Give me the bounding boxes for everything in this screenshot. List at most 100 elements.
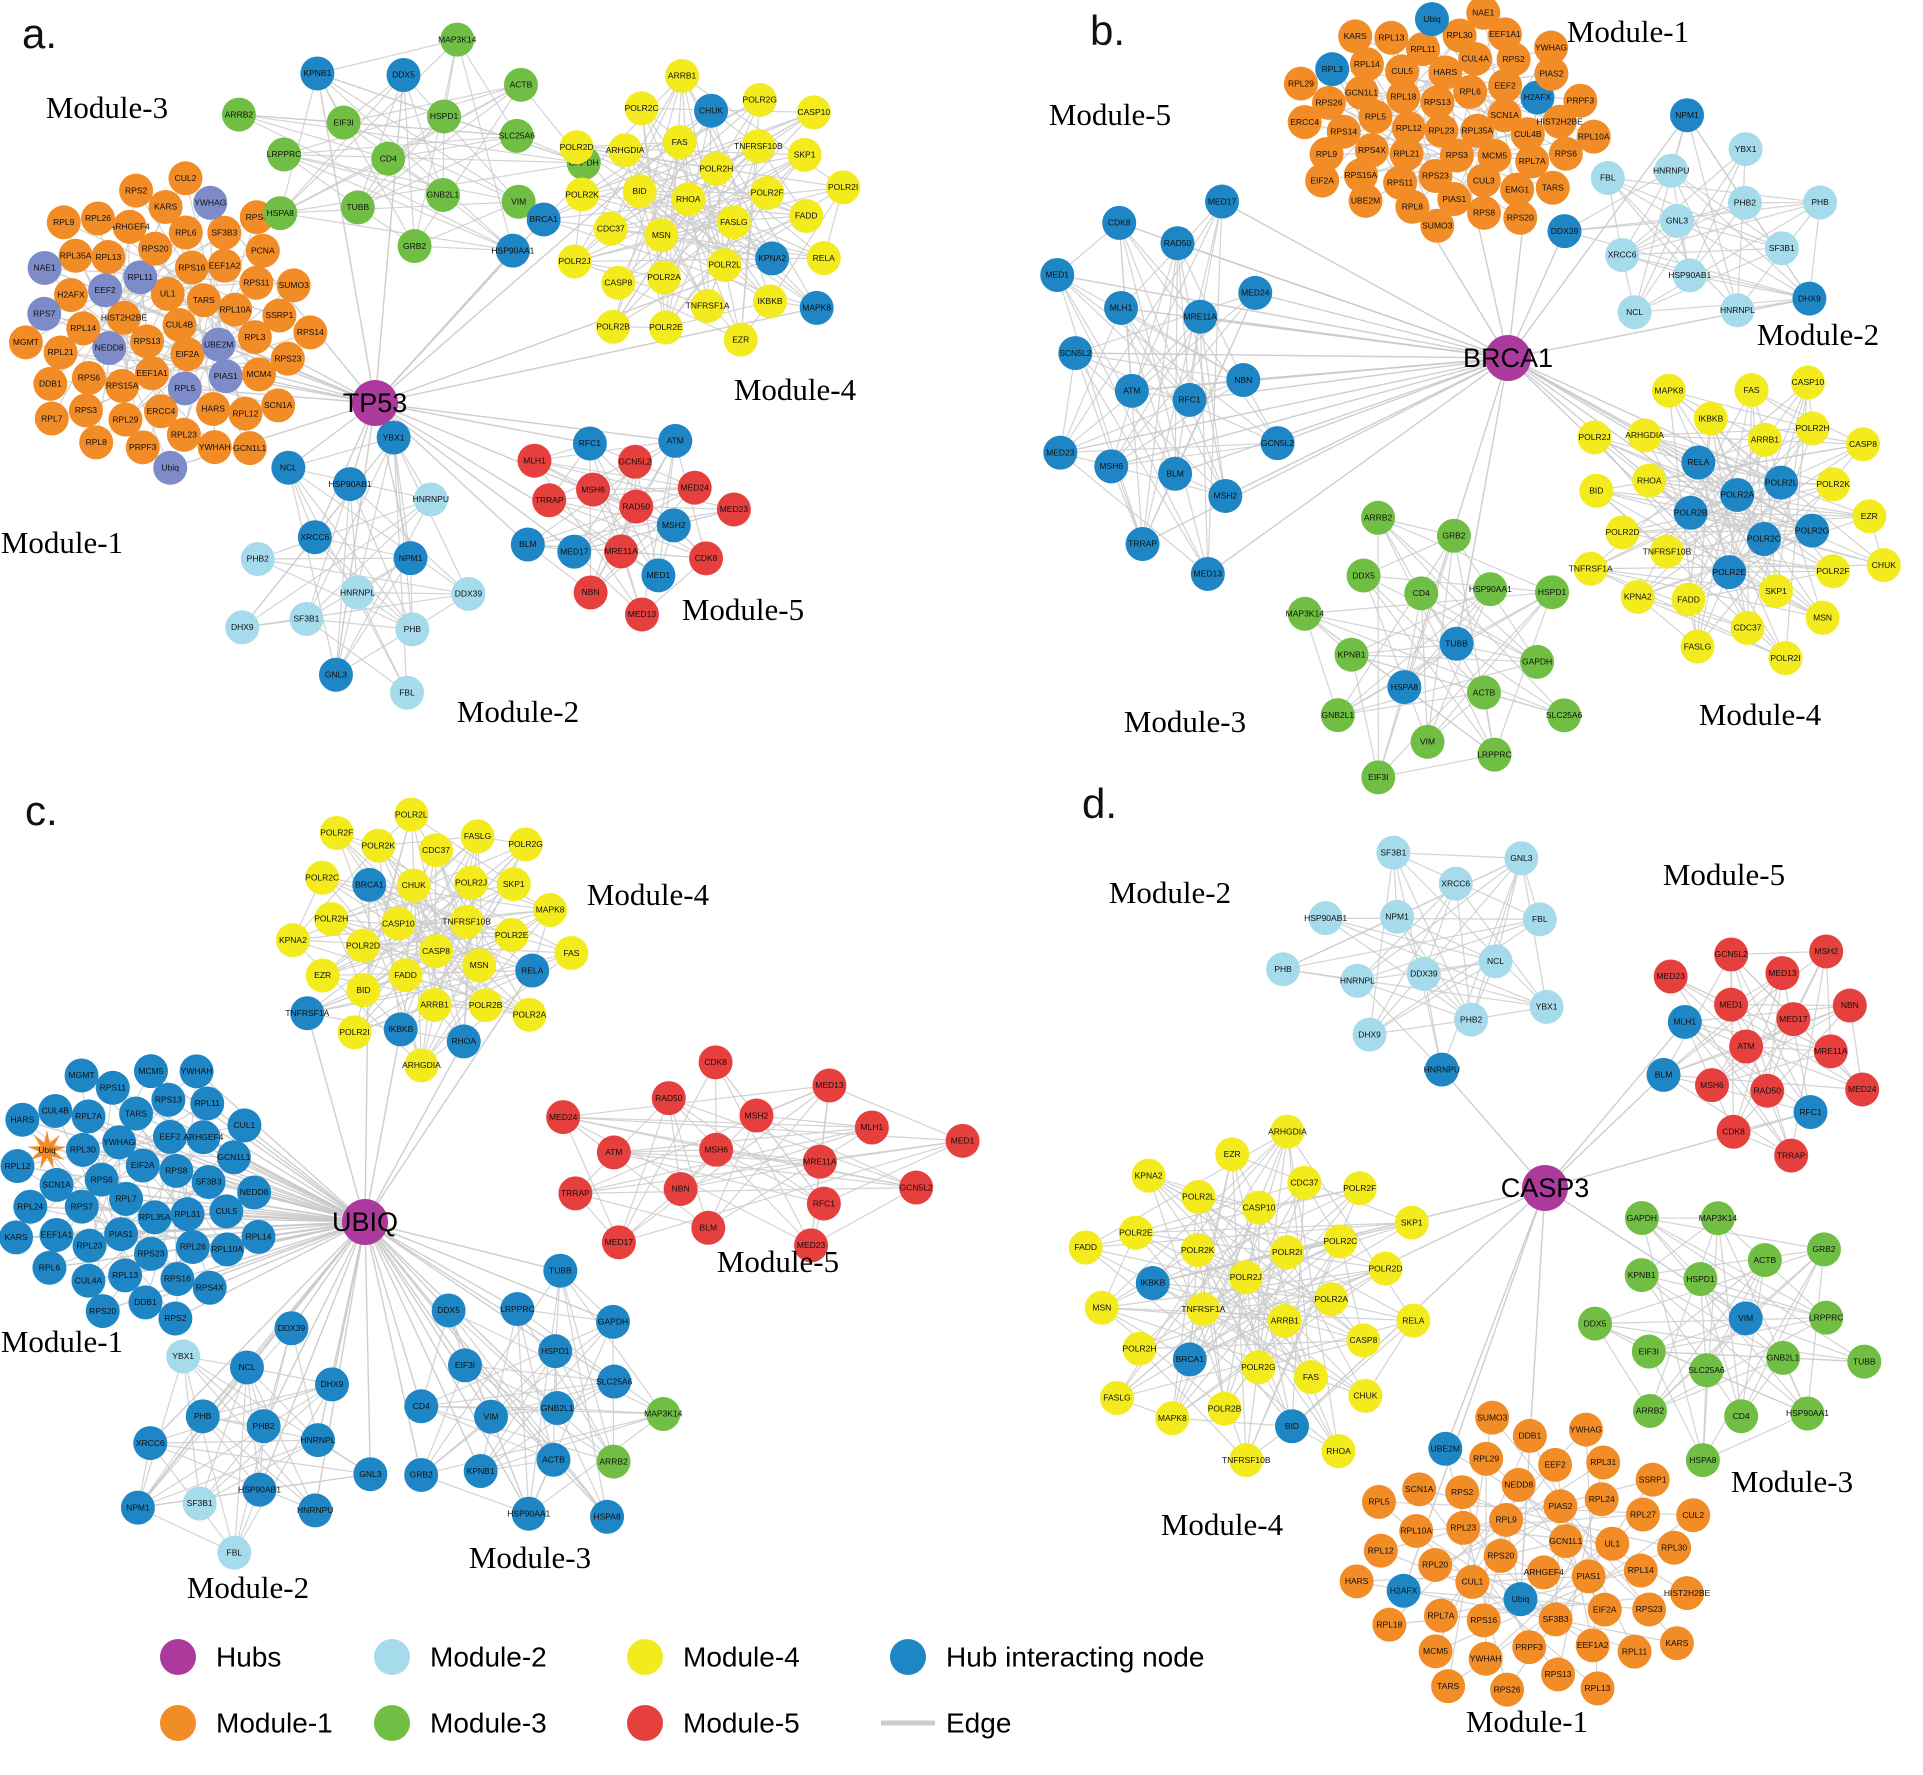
node-RPS15A[interactable] (1343, 158, 1378, 193)
node-GCN5L2[interactable] (1714, 937, 1749, 972)
node-HARS[interactable] (1428, 55, 1463, 90)
node-RPS13[interactable] (130, 324, 165, 359)
node-GNL3[interactable] (1660, 204, 1695, 239)
node-RPL3[interactable] (1315, 52, 1350, 87)
node-GRB2[interactable] (397, 229, 432, 264)
node-CHUK[interactable] (694, 93, 729, 128)
node-POLR2I[interactable] (1768, 641, 1803, 676)
node-ERCC4[interactable] (144, 394, 179, 429)
node-TUBB[interactable] (543, 1253, 578, 1288)
node-RFC1[interactable] (1793, 1095, 1828, 1130)
node-FBL[interactable] (217, 1535, 252, 1570)
node-LRPPRC[interactable] (1809, 1300, 1844, 1335)
node-CHUK[interactable] (1348, 1378, 1383, 1413)
node-XRCC6[interactable] (297, 520, 332, 555)
node-RPL6[interactable] (32, 1250, 67, 1285)
node-PRPF3[interactable] (1512, 1630, 1547, 1665)
node-TRRAP[interactable] (532, 483, 567, 518)
node-DDX5[interactable] (1346, 558, 1381, 593)
node-SSRP1[interactable] (1635, 1462, 1670, 1497)
node-CUL1[interactable] (1455, 1564, 1490, 1599)
node-PHB[interactable] (1803, 185, 1838, 220)
node-GNL3[interactable] (1504, 841, 1539, 876)
node-YWHAH[interactable] (197, 430, 232, 465)
node-YWHAG[interactable] (1534, 30, 1569, 65)
node-CUL2[interactable] (1676, 1498, 1711, 1533)
node-KPNB1[interactable] (300, 56, 335, 91)
node-DDX5[interactable] (386, 58, 421, 93)
node-RPL20[interactable] (1418, 1547, 1453, 1582)
node-MSN[interactable] (1805, 600, 1840, 635)
node-MSH2[interactable] (1208, 478, 1243, 513)
node-RPS6[interactable] (84, 1162, 119, 1197)
node-ARRB1[interactable] (1747, 422, 1782, 457)
node-GNL3[interactable] (318, 657, 353, 692)
node-UBE2M[interactable] (1428, 1431, 1463, 1466)
node-MAP3K14[interactable] (440, 22, 475, 57)
node-NPM1[interactable] (1380, 899, 1415, 934)
node-CDC37[interactable] (1730, 610, 1765, 645)
node-POLR2I[interactable] (337, 1015, 372, 1050)
node-POLR2L[interactable] (394, 797, 429, 832)
node-MED24[interactable] (677, 470, 712, 505)
node-PCNA[interactable] (245, 233, 280, 268)
node-EEF1A1[interactable] (1487, 17, 1522, 52)
node-PHB2[interactable] (1454, 1002, 1489, 1037)
node-RPS13[interactable] (1541, 1657, 1576, 1692)
node-IKBKB[interactable] (1135, 1266, 1170, 1301)
node-CDK8[interactable] (698, 1045, 733, 1080)
node-NAE1[interactable] (1466, 0, 1501, 30)
node-TUBB[interactable] (1439, 626, 1474, 661)
node-GAPDH[interactable] (1520, 644, 1555, 679)
node-EEF2[interactable] (1488, 68, 1523, 103)
node-MED13[interactable] (624, 597, 659, 632)
node-POLR2F[interactable] (319, 816, 354, 851)
node-DHX9[interactable] (1792, 281, 1827, 316)
node-MED13[interactable] (1765, 956, 1800, 991)
node-ACTB[interactable] (503, 67, 538, 102)
node-RPL23[interactable] (1446, 1510, 1481, 1545)
node-YWHAH[interactable] (1468, 1641, 1503, 1676)
node-PHB2[interactable] (240, 541, 275, 576)
node-UBE2M[interactable] (201, 327, 236, 362)
node-SF3B3[interactable] (1538, 1602, 1573, 1637)
node-GNB2L1[interactable] (540, 1391, 575, 1426)
node-RPS2[interactable] (119, 173, 154, 208)
node-RPL23[interactable] (72, 1228, 107, 1263)
node-PHB[interactable] (395, 612, 430, 647)
node-POLR2J[interactable] (1577, 420, 1612, 455)
node-TARS[interactable] (1431, 1669, 1466, 1704)
node-EEF2[interactable] (152, 1119, 187, 1154)
node-RPS26[interactable] (1490, 1672, 1525, 1707)
node-DDX39[interactable] (1406, 956, 1441, 991)
node-KARS[interactable] (1338, 19, 1373, 54)
node-ARRB2[interactable] (1632, 1393, 1667, 1428)
node-GCN1L1[interactable] (216, 1140, 251, 1175)
node-CDC37[interactable] (419, 833, 454, 868)
node-RPS16[interactable] (1466, 1603, 1501, 1638)
node-ARRB2[interactable] (1361, 500, 1396, 535)
node-POLR2C[interactable] (1746, 522, 1781, 557)
node-MRE11A[interactable] (604, 534, 639, 569)
node-YWHAH[interactable] (179, 1054, 214, 1089)
node-HNRNPL[interactable] (340, 575, 375, 610)
node-SF3B1[interactable] (289, 601, 324, 636)
node-TNFRSF10B[interactable] (449, 904, 484, 939)
node-MAPK8[interactable] (533, 893, 568, 928)
node-MGMT[interactable] (64, 1058, 99, 1093)
node-RPL13[interactable] (91, 240, 126, 275)
node-DHX9[interactable] (315, 1367, 350, 1402)
node-EIF3I[interactable] (1361, 760, 1396, 795)
node-RHOA[interactable] (1321, 1434, 1356, 1469)
node-RPL11[interactable] (1617, 1634, 1652, 1669)
node-HSP90AA1[interactable] (495, 233, 530, 268)
node-FAS[interactable] (1293, 1360, 1328, 1395)
node-ARHGDIA[interactable] (1627, 418, 1662, 453)
node-TNFRSF1A[interactable] (1186, 1292, 1221, 1327)
node-GCN5L2[interactable] (899, 1170, 934, 1205)
node-NEDD8[interactable] (1501, 1467, 1536, 1502)
node-TNFRSF1A[interactable] (1573, 551, 1608, 586)
node-RPL30[interactable] (1442, 18, 1477, 53)
node-RFC1[interactable] (806, 1186, 841, 1221)
node-MCM4[interactable] (241, 357, 276, 392)
